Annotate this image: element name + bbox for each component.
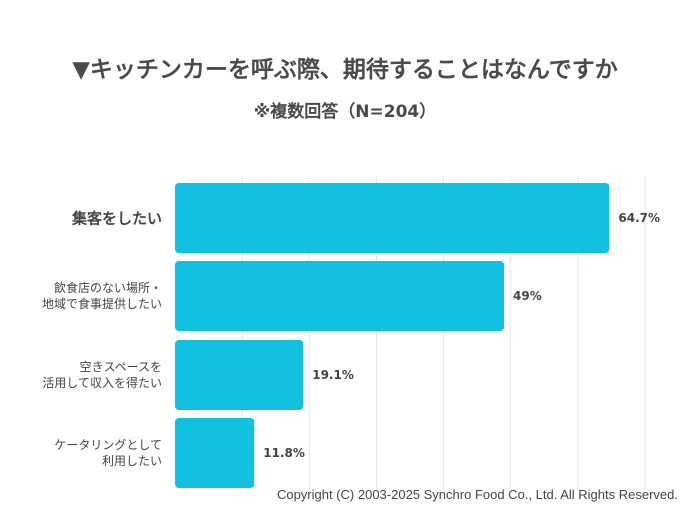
- category-label: 空きスペースを活用して収入を得たい: [42, 360, 162, 390]
- bar: [175, 340, 304, 410]
- bars: [175, 183, 610, 488]
- labels: 64.7% 集客をしたい 49% 飲食店のない場所・地域で食事提供したい 19.1% 空き…: [42, 209, 660, 468]
- bar: [175, 183, 610, 253]
- data-label: 64.7%: [618, 211, 660, 225]
- bar: [175, 418, 255, 488]
- category-label: 飲食店のない場所・地域で食事提供したい: [42, 280, 162, 311]
- category-label: 集客をしたい: [71, 209, 162, 227]
- copyright-text: Copyright (C) 2003-2025 Synchro Food Co.…: [276, 487, 678, 502]
- chart-subtitle: ※複数回答（N=204）: [253, 102, 437, 122]
- bar: [175, 261, 504, 331]
- data-label: 19.1%: [312, 368, 354, 382]
- data-label: 11.8%: [263, 446, 305, 460]
- category-label: ケータリングとして利用したい: [54, 438, 162, 468]
- data-label: 49%: [513, 289, 542, 303]
- chart-title: ▼キッチンカーを呼ぶ際、期待することはなんですか: [72, 57, 618, 83]
